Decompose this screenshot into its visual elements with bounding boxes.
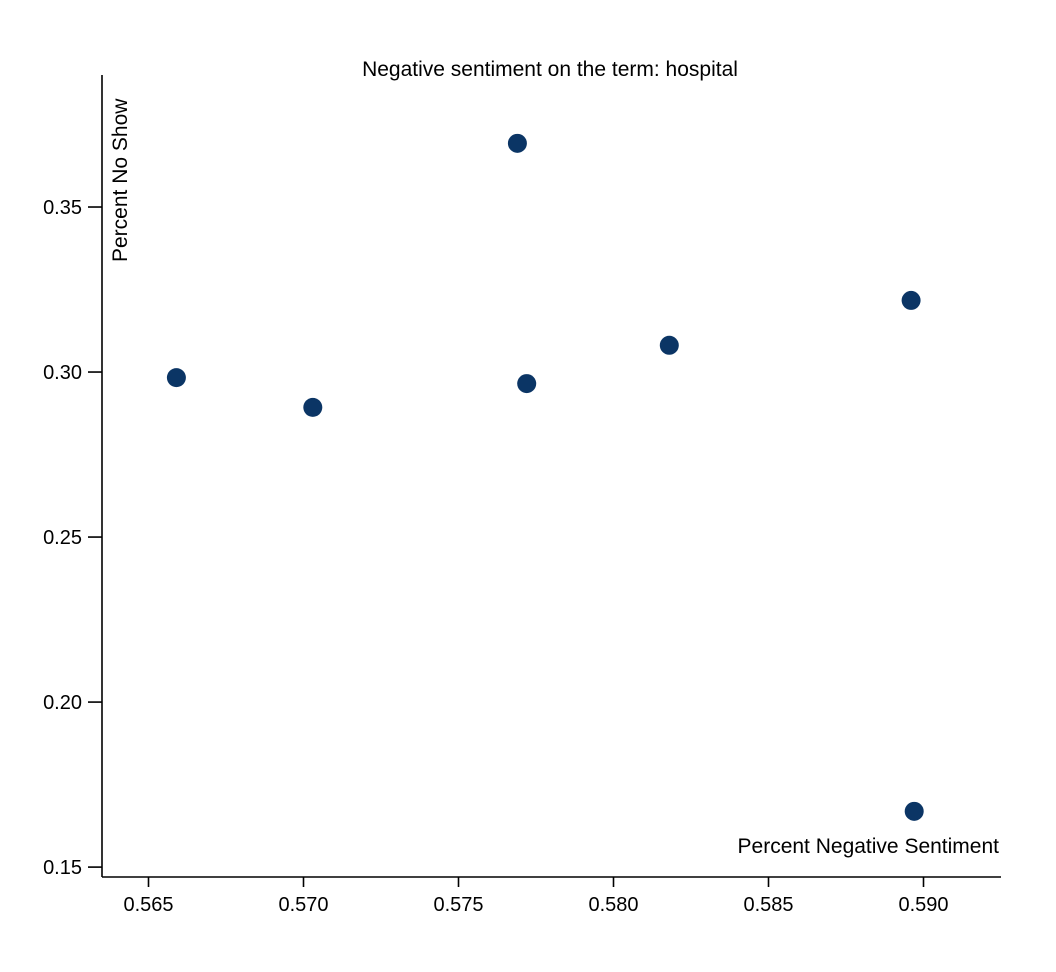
y-axis-label: Percent No Show bbox=[109, 98, 132, 262]
y-tick-label: 0.15 bbox=[43, 857, 82, 879]
x-tick-label: 0.570 bbox=[278, 894, 328, 916]
x-tick-label: 0.575 bbox=[433, 894, 483, 916]
axes bbox=[101, 75, 1001, 878]
scatter-point bbox=[303, 397, 323, 417]
y-tick-label: 0.35 bbox=[43, 197, 82, 219]
y-tick-label: 0.25 bbox=[43, 527, 82, 549]
scatter-point bbox=[901, 290, 921, 310]
y-tick-label: 0.30 bbox=[43, 362, 82, 384]
x-ticks: 0.565 0.570 0.575 0.580 0.585 0.590 bbox=[123, 877, 949, 916]
scatter-point bbox=[659, 335, 679, 355]
scatter-points bbox=[166, 133, 924, 821]
x-tick-label: 0.580 bbox=[588, 894, 638, 916]
y-ticks: 0.15 0.20 0.25 0.30 0.35 bbox=[43, 197, 102, 879]
x-tick-label: 0.590 bbox=[898, 894, 948, 916]
chart-title: Negative sentiment on the term: hospital bbox=[362, 58, 738, 81]
x-tick-label: 0.585 bbox=[743, 894, 793, 916]
x-axis-label: Percent Negative Sentiment bbox=[738, 835, 1000, 858]
scatter-point bbox=[166, 368, 186, 388]
scatter-point bbox=[507, 133, 527, 153]
y-tick-label: 0.20 bbox=[43, 692, 82, 714]
scatter-point bbox=[517, 374, 537, 394]
scatter-point bbox=[904, 801, 924, 821]
x-tick-label: 0.565 bbox=[123, 894, 173, 916]
